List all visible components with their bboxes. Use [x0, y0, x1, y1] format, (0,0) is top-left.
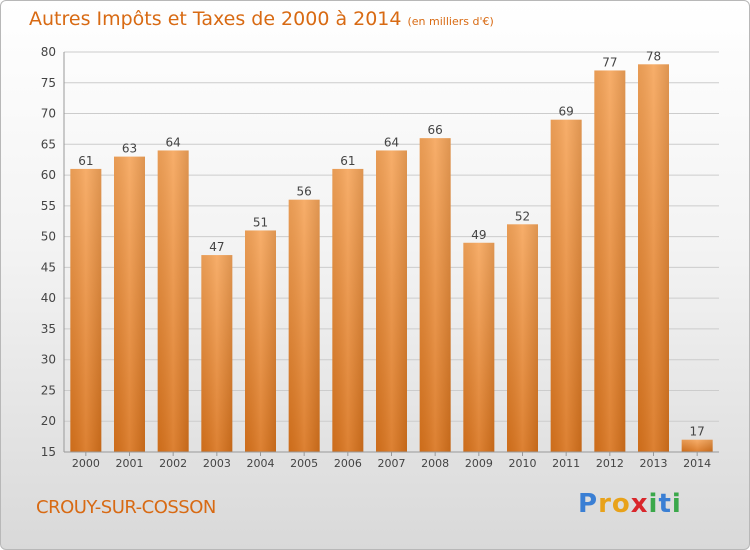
logo-letter: i [671, 489, 682, 519]
y-tick-label: 50 [41, 230, 56, 244]
logo-letter: P [578, 489, 599, 519]
proxiti-logo: Proxiti [578, 489, 682, 519]
data-label: 77 [602, 55, 617, 69]
bar-shade [550, 119, 582, 452]
logo-letter: o [611, 489, 631, 519]
x-tick-label: 2014 [683, 457, 711, 470]
y-tick-label: 70 [41, 107, 56, 121]
x-tick-label: 2002 [159, 457, 187, 470]
bar-shade [70, 168, 102, 452]
bar-shade [681, 439, 713, 452]
data-label: 66 [428, 123, 443, 137]
y-tick-label: 20 [41, 414, 56, 428]
title-unit: (en milliers d'€) [407, 15, 494, 28]
data-label: 51 [253, 215, 268, 229]
bar-shade [157, 150, 189, 452]
bar-shade [376, 150, 407, 452]
y-tick-label: 60 [41, 168, 56, 182]
x-tick-label: 2001 [116, 457, 144, 470]
y-tick-label: 25 [41, 383, 56, 397]
y-tick-label: 40 [41, 291, 56, 305]
bar-shade [507, 224, 538, 452]
chart-title: Autres Impôts et Taxes de 2000 à 2014 (en… [29, 8, 494, 30]
y-tick-label: 30 [41, 353, 56, 367]
data-label: 17 [690, 425, 705, 439]
data-label: 47 [209, 240, 224, 254]
bar-shade [288, 199, 320, 452]
title-text: Autres Impôts et Taxes de 2000 à 2014 [29, 8, 402, 30]
x-tick-label: 2004 [247, 457, 275, 470]
data-label: 63 [122, 142, 137, 156]
data-label: 69 [559, 105, 574, 119]
logo-letter: r [598, 489, 612, 519]
y-tick-label: 15 [41, 445, 56, 459]
x-tick-label: 2010 [509, 457, 537, 470]
logo-letter: x [630, 489, 649, 519]
data-label: 61 [78, 154, 93, 168]
x-tick-label: 2006 [334, 457, 362, 470]
bar-shade [114, 156, 145, 452]
y-tick-label: 65 [41, 137, 56, 151]
bar-shade [419, 138, 451, 452]
x-tick-label: 2007 [378, 457, 406, 470]
data-label: 56 [297, 185, 312, 199]
x-tick-label: 2013 [640, 457, 668, 470]
data-label: 49 [471, 228, 486, 242]
x-tick-label: 2005 [290, 457, 318, 470]
x-tick-label: 2011 [552, 457, 580, 470]
y-tick-label: 80 [41, 45, 56, 59]
bar-shade [638, 64, 669, 453]
data-label: 64 [384, 135, 399, 149]
data-label: 64 [166, 135, 181, 149]
data-label: 61 [340, 154, 355, 168]
data-label: 52 [515, 209, 530, 223]
x-tick-label: 2009 [465, 457, 493, 470]
x-tick-label: 2008 [421, 457, 449, 470]
y-tick-label: 35 [41, 322, 56, 336]
bar-shade [332, 168, 364, 452]
x-tick-label: 2000 [72, 457, 100, 470]
bar-shade [463, 242, 495, 452]
x-tick-label: 2012 [596, 457, 624, 470]
bar-shade [245, 230, 276, 452]
bar-shade [201, 255, 233, 452]
y-tick-label: 45 [41, 260, 56, 274]
data-label: 78 [646, 49, 661, 63]
bar-shade [594, 70, 626, 452]
bars: 61 63 64 47 51 56 61 64 66 49 52 69 77 78 17 [70, 49, 713, 453]
y-tick-label: 75 [41, 76, 56, 90]
y-tick-label: 55 [41, 199, 56, 213]
logo-letter: i [648, 489, 659, 519]
axes: 15 20 25 30 35 40 45 50 55 60 65 70 75 80 2000 2001 2002… [41, 45, 719, 470]
place-name: CROUY-SUR-COSSON [36, 497, 216, 518]
logo-letter: t [658, 489, 672, 519]
x-tick-label: 2003 [203, 457, 231, 470]
